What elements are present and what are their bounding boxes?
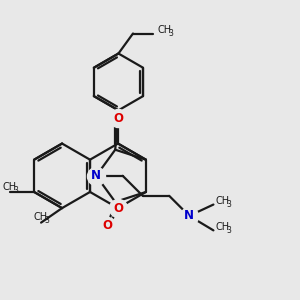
Text: CH: CH (215, 196, 230, 206)
Text: CH: CH (2, 182, 16, 192)
Text: CH: CH (157, 25, 171, 35)
Text: N: N (184, 209, 194, 222)
Text: O: O (102, 219, 112, 232)
Text: 3: 3 (227, 226, 232, 235)
Text: 3: 3 (169, 29, 173, 38)
Text: 3: 3 (227, 200, 232, 209)
Text: O: O (113, 202, 123, 214)
Text: N: N (91, 169, 101, 182)
Text: 3: 3 (45, 216, 50, 225)
Text: 3: 3 (14, 185, 19, 194)
Text: CH: CH (33, 212, 47, 223)
Text: CH: CH (215, 222, 230, 232)
Text: O: O (113, 112, 123, 125)
